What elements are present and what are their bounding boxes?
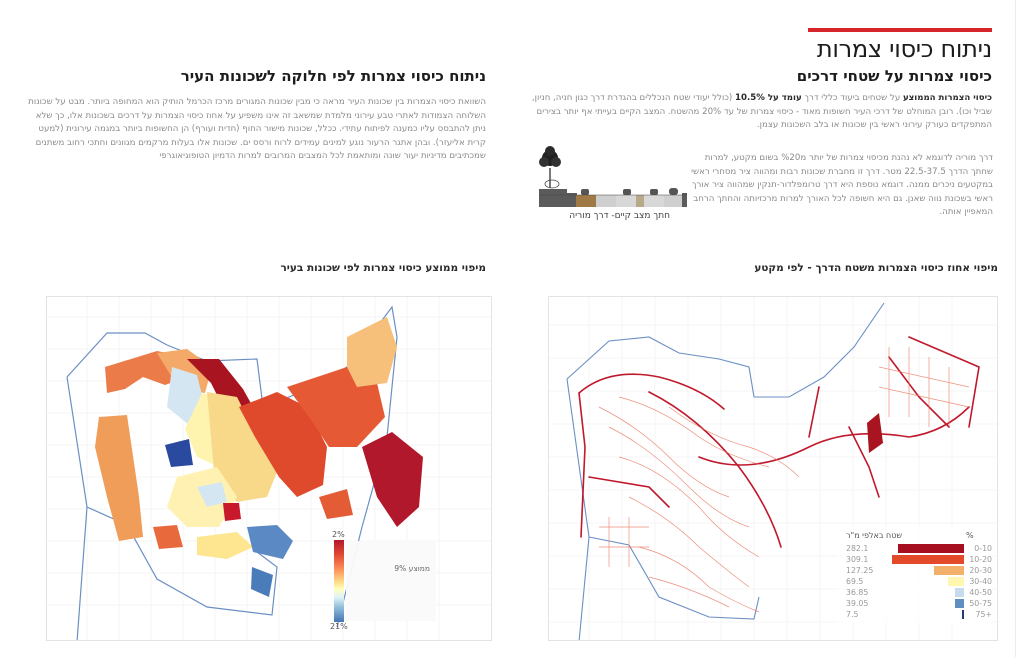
legend-area-value: 282.1 bbox=[846, 544, 869, 553]
neighborhood-map-title: מיפוי ממוצע כיסוי צמרות לפי שכונות בעיר bbox=[280, 262, 486, 274]
legend-area-header: שטח באלפי מ"ר bbox=[846, 531, 903, 540]
legend-range-label: 30-40 bbox=[969, 577, 992, 586]
tree-icon bbox=[539, 146, 561, 189]
legend-range-label: 20-30 bbox=[969, 566, 992, 575]
legend-row: 7.5 75+ bbox=[846, 610, 992, 620]
legend-area-value: 127.25 bbox=[846, 566, 874, 575]
paragraph-text: (כולל יעודי שטח הנכללים בהגדרת דרך כגון … bbox=[531, 93, 992, 130]
legend-bar bbox=[955, 588, 964, 597]
section-subtitle-neighborhoods: ניתוח כיסוי צמרות לפי חלוקה לשכונות העיר bbox=[180, 67, 486, 85]
legend-bar bbox=[934, 566, 964, 575]
legend-bar bbox=[948, 577, 964, 586]
legend-area-value: 309.1 bbox=[846, 555, 869, 564]
legend-row: 39.05 50-75 bbox=[846, 599, 992, 609]
coverage-color-bar bbox=[334, 540, 344, 622]
legend-bar bbox=[898, 544, 964, 553]
legend-row: 282.1 0-10 bbox=[846, 544, 992, 554]
neighborhoods-paragraph: השוואת כיסוי הצמרות בין שכונות העיר מראה… bbox=[28, 97, 486, 161]
road-segment-map-title: מיפוי אחוז כיסוי הצמרות משטח הדרך - לפי … bbox=[754, 262, 998, 274]
legend-bar bbox=[892, 555, 964, 564]
legend-row: 36.85 40-50 bbox=[846, 588, 992, 598]
section-subtitle-roads: כיסוי צמרות על שטחי דרכים bbox=[796, 67, 992, 85]
paragraph-text: על שטחים ביעוד כללי דרך bbox=[801, 93, 903, 103]
title-accent-bar bbox=[808, 28, 992, 32]
road-cross-section-figure bbox=[537, 140, 687, 210]
legend-range-label: 10-20 bbox=[969, 555, 992, 564]
color-bar-min-label: 2% bbox=[332, 530, 345, 539]
road-coverage-paragraph: כיסוי הצמרות הממוצע על שטחים ביעוד כללי … bbox=[530, 92, 992, 133]
legend-bar bbox=[955, 599, 964, 608]
map-legend-panel bbox=[346, 541, 436, 621]
page-title: ניתוח כיסוי צמרות bbox=[816, 35, 992, 63]
legend-percent-header: % bbox=[966, 531, 974, 540]
legend-row: 127.25 20-30 bbox=[846, 566, 992, 576]
page-edge-divider bbox=[1015, 0, 1016, 657]
legend-area-value: 69.5 bbox=[846, 577, 864, 586]
car-icons bbox=[581, 188, 678, 195]
legend-row: 309.1 10-20 bbox=[846, 555, 992, 565]
cross-section-caption: חתך מצב קיים- דרך מוריה bbox=[569, 211, 670, 221]
legend-bar bbox=[962, 610, 964, 619]
color-bar-max-label: 21% bbox=[330, 622, 348, 631]
lead-bold-text: כיסוי הצמרות הממוצע bbox=[902, 93, 992, 103]
legend-range-label: 75+ bbox=[975, 610, 992, 619]
legend-area-value: 36.85 bbox=[846, 588, 869, 597]
legend-range-label: 50-75 bbox=[969, 599, 992, 608]
legend-row: 69.5 30-40 bbox=[846, 577, 992, 587]
moria-road-paragraph: דרך מוריה לדוגמא לא נהנת מכיסוי צמרות של… bbox=[691, 153, 993, 217]
legend-range-label: 0-10 bbox=[974, 544, 992, 553]
bar-legend-panel bbox=[838, 527, 992, 623]
legend-area-value: 7.5 bbox=[846, 610, 859, 619]
legend-range-label: 40-50 bbox=[969, 588, 992, 597]
legend-area-value: 39.05 bbox=[846, 599, 869, 608]
coverage-value-bold: עומד על 10.5% bbox=[735, 93, 802, 103]
average-label: ממוצע 9% bbox=[394, 564, 430, 573]
